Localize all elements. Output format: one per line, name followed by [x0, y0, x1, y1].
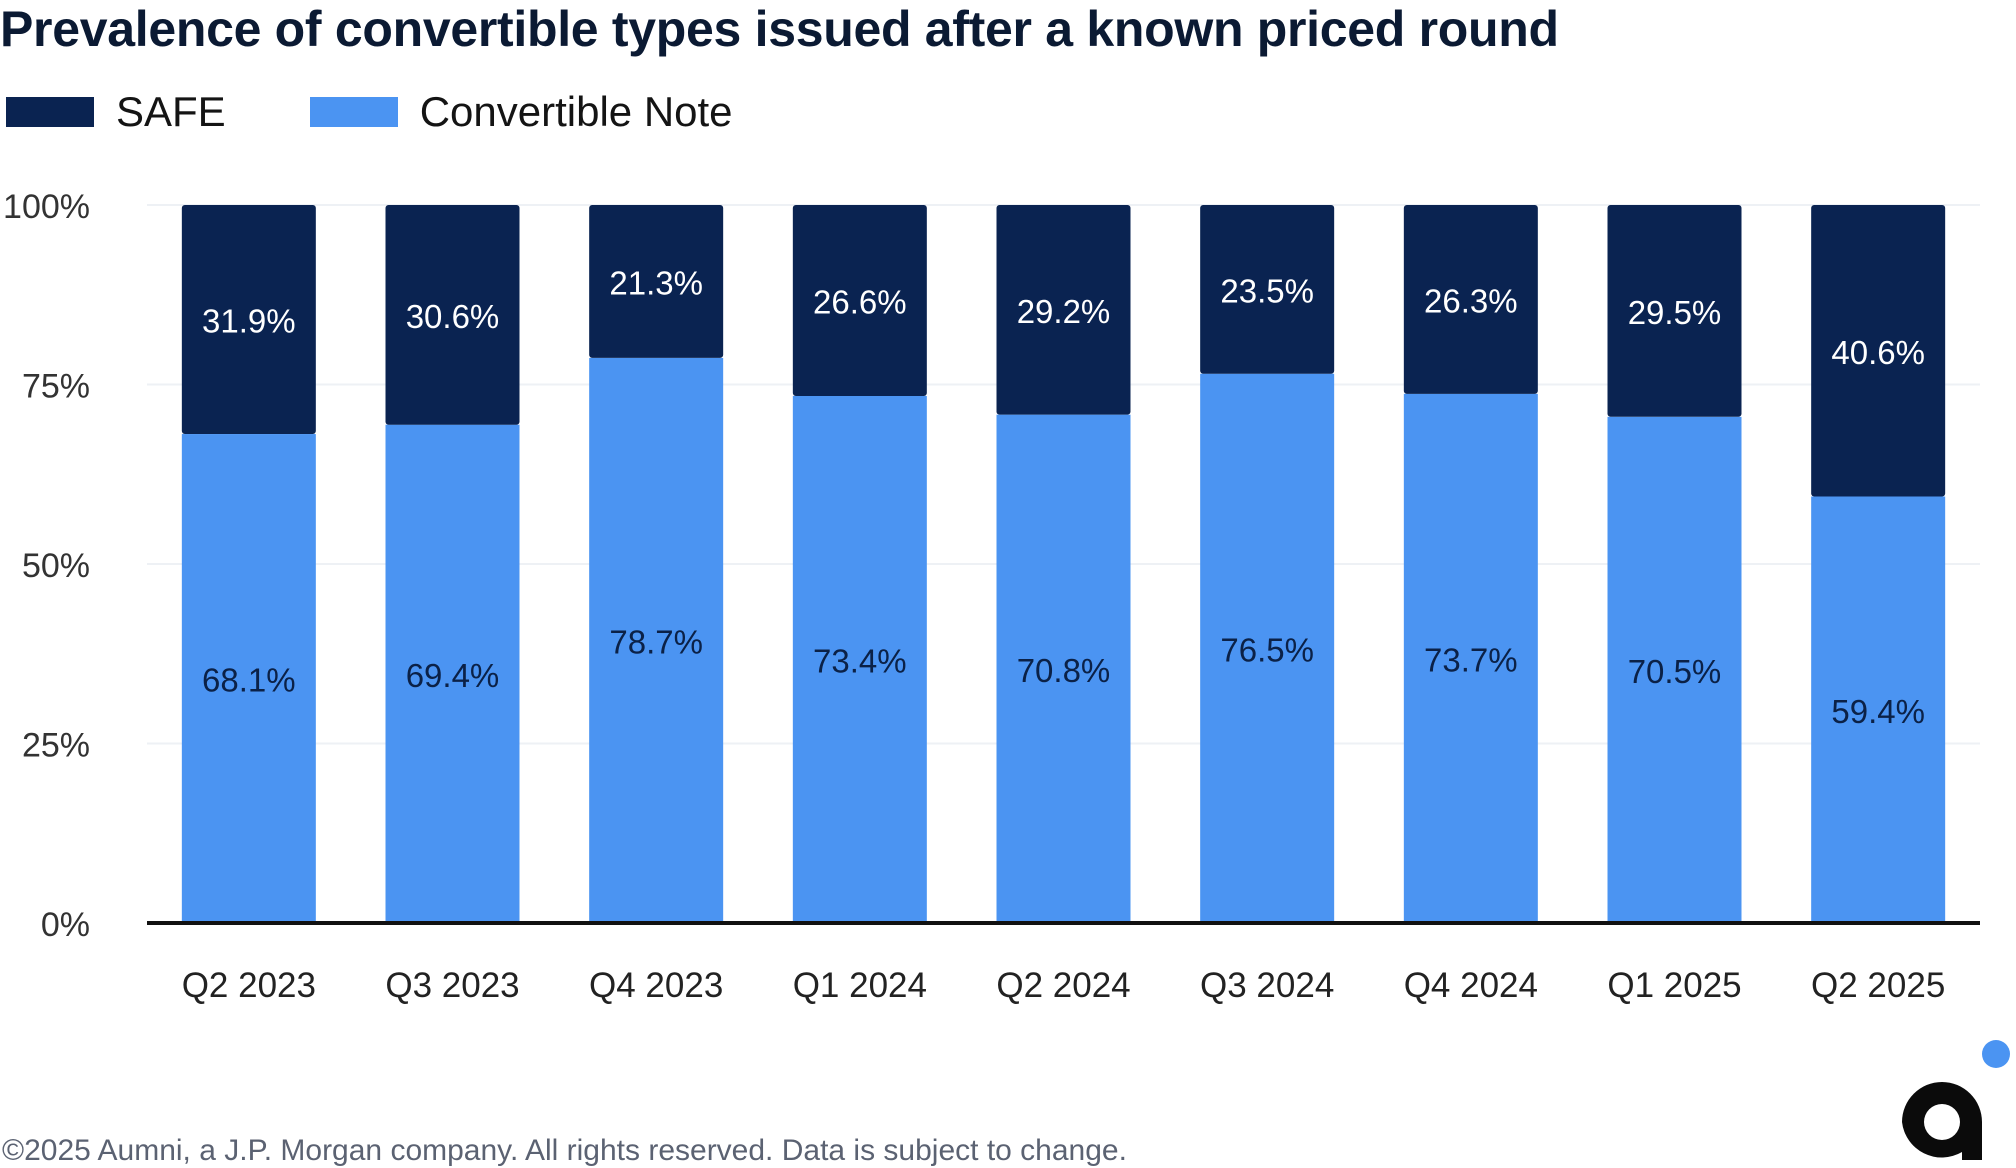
data-label-safe: 30.6%	[406, 298, 500, 335]
data-label-convertible-note: 70.8%	[1017, 652, 1111, 689]
data-label-convertible-note: 78.7%	[609, 623, 703, 660]
y-tick-label: 25%	[22, 727, 90, 765]
legend-label-convertible-note: Convertible Note	[419, 88, 733, 135]
data-label-safe: 29.5%	[1628, 294, 1722, 331]
legend-swatch-convertible-note	[309, 97, 398, 127]
chart-title: Prevalence of convertible types issued a…	[0, 1, 1559, 57]
bar-convertible-note	[1607, 416, 1742, 923]
bar-convertible-note	[792, 395, 927, 923]
bar-convertible-note	[589, 357, 724, 923]
chart-legend: SAFE Convertible Note	[6, 88, 817, 136]
x-tick-label: Q3 2023	[385, 966, 519, 1005]
data-label-safe: 40.6%	[1831, 334, 1925, 371]
bar-safe	[385, 205, 520, 425]
legend-swatch-safe	[6, 97, 94, 127]
x-tick-label: Q2 2023	[182, 966, 316, 1005]
x-tick-label: Q2 2024	[996, 966, 1130, 1005]
x-tick-label: Q4 2024	[1404, 966, 1538, 1005]
bar-safe	[181, 205, 316, 435]
x-tick-label: Q3 2024	[1200, 966, 1334, 1005]
bar-safe	[1403, 205, 1538, 394]
x-tick-label: Q2 2025	[1811, 966, 1945, 1005]
bar-convertible-note	[385, 424, 520, 923]
bar-convertible-note	[1811, 496, 1946, 923]
y-tick-label: 75%	[22, 368, 90, 406]
x-tick-label: Q4 2023	[589, 966, 723, 1005]
x-tick-label: Q1 2024	[793, 966, 927, 1005]
copyright-footer: ©2025 Aumni, a J.P. Morgan company. All …	[2, 1134, 1127, 1167]
logo-dot	[1982, 1040, 2010, 1068]
data-label-convertible-note: 76.5%	[1220, 631, 1314, 668]
data-label-safe: 29.2%	[1017, 293, 1111, 330]
y-tick-label: 0%	[41, 906, 90, 944]
bar-convertible-note	[996, 414, 1131, 923]
legend-item-safe: SAFE	[6, 88, 226, 136]
data-label-safe: 21.3%	[609, 264, 703, 301]
data-label-safe: 26.6%	[813, 283, 907, 320]
stacked-bar-chart: 100% 75% 50% 25% 0% 68.1% 31.9% Q2 2023 69.4% 30.…	[3, 188, 1980, 1005]
legend-label-safe: SAFE	[116, 88, 226, 135]
bar-safe	[996, 205, 1131, 415]
bar-safe	[1811, 205, 1946, 497]
y-tick-label: 50%	[22, 547, 90, 585]
data-label-convertible-note: 68.1%	[202, 662, 296, 699]
data-label-convertible-note: 69.4%	[406, 657, 500, 694]
bar-safe	[1200, 205, 1335, 374]
data-label-convertible-note: 73.4%	[813, 642, 907, 679]
data-label-convertible-note: 73.7%	[1424, 641, 1518, 678]
bar-safe	[589, 205, 724, 358]
y-tick-label: 100%	[3, 188, 90, 226]
x-tick-label: Q1 2025	[1607, 966, 1741, 1005]
bar-convertible-note	[181, 434, 316, 923]
data-label-safe: 26.3%	[1424, 282, 1518, 319]
bar-safe	[1607, 205, 1742, 417]
data-label-convertible-note: 59.4%	[1831, 693, 1925, 730]
data-label-safe: 31.9%	[202, 303, 296, 340]
aumni-logo-icon	[1902, 1040, 2010, 1160]
bar-convertible-note	[1200, 373, 1335, 923]
data-label-safe: 23.5%	[1220, 272, 1314, 309]
data-label-convertible-note: 70.5%	[1628, 653, 1722, 690]
bar-safe	[792, 205, 927, 396]
logo-mark	[1902, 1082, 1982, 1160]
bar-convertible-note	[1403, 393, 1538, 923]
legend-item-convertible-note: Convertible Note	[309, 88, 733, 136]
